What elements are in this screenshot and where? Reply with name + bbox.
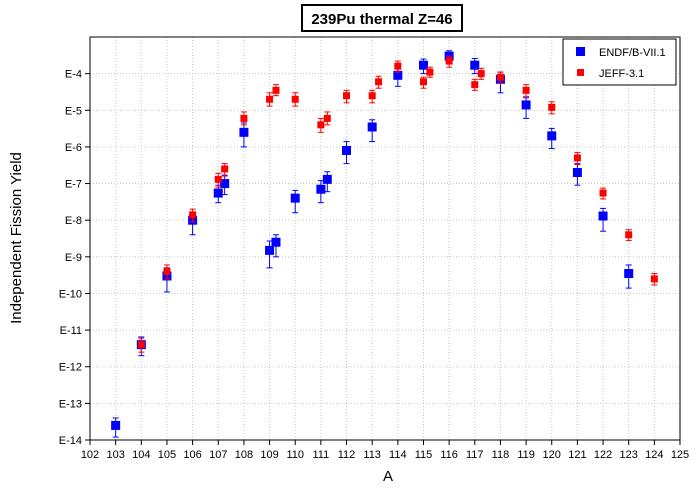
x-tick-label: 123: [620, 449, 638, 461]
chart-title-box: 239Pu thermal Z=46: [301, 4, 463, 32]
data-point: [521, 100, 531, 110]
y-tick-label: E-14: [59, 435, 82, 447]
data-point: [599, 189, 607, 197]
data-point: [239, 127, 249, 137]
series-jeff: [137, 55, 658, 353]
data-point: [343, 92, 351, 100]
x-tick-label: 114: [389, 449, 407, 461]
x-tick-label: 116: [440, 449, 458, 461]
legend-frame: [562, 38, 677, 86]
x-tick-label: 105: [158, 449, 176, 461]
y-tick-label: E-11: [60, 325, 82, 337]
data-point: [367, 122, 377, 132]
data-point: [214, 175, 222, 183]
data-point: [213, 188, 223, 198]
data-point: [573, 154, 581, 162]
x-tick-label: 108: [235, 449, 253, 461]
x-tick-label: 125: [671, 449, 689, 461]
data-point: [548, 103, 556, 111]
x-tick-label: 111: [313, 449, 330, 461]
data-point: [650, 275, 658, 283]
x-tick-label: 122: [594, 449, 612, 461]
data-point: [240, 114, 248, 122]
x-tick-label: 115: [415, 449, 433, 461]
data-point: [265, 245, 275, 255]
data-point: [375, 78, 383, 86]
x-tick-label: 117: [466, 449, 484, 461]
legend-label-endf: ENDF/B-VII.1: [599, 47, 666, 59]
y-tick-label: E-7: [65, 179, 82, 191]
series: [111, 50, 658, 438]
x-tick-label: 121: [568, 449, 586, 461]
x-tick-label: 112: [338, 449, 356, 461]
y-tick-label: E-10: [59, 288, 82, 300]
x-tick-label: 113: [363, 449, 381, 461]
data-point: [471, 81, 479, 89]
data-point: [625, 231, 633, 239]
x-tick-label: 119: [517, 449, 535, 461]
data-point: [322, 174, 332, 184]
x-tick-label: 124: [645, 449, 663, 461]
y-axis-label: Independent Fission Yield: [8, 152, 25, 324]
data-point: [271, 237, 281, 247]
data-point: [572, 168, 582, 178]
data-point: [290, 193, 300, 203]
chart-title-frame: [301, 4, 463, 32]
legend: ENDF/B-VII.1 JEFF-3.1: [562, 38, 677, 86]
y-tick-label: E-13: [59, 398, 82, 410]
data-point: [189, 211, 197, 219]
data-point: [316, 184, 326, 194]
x-tick-label: 110: [286, 449, 304, 461]
y-tick-label: E-12: [59, 362, 82, 374]
data-point: [419, 78, 427, 86]
chart-title: 239Pu thermal Z=46: [311, 11, 452, 28]
y-tick-label: E-4: [65, 69, 82, 81]
data-point: [477, 70, 485, 78]
y-tick-label: E-8: [65, 215, 82, 227]
plot-frame: [89, 36, 681, 441]
data-point: [547, 131, 557, 141]
y-tick-label: E-5: [65, 105, 82, 117]
data-point: [445, 57, 453, 65]
y-axis: E-14 E-13 E-12 E-11 E-10 E-9 E-8 E-7 E-6 E-5 E-4: [59, 69, 90, 447]
data-point: [496, 73, 504, 81]
data-point: [624, 269, 634, 279]
data-point: [426, 68, 434, 76]
data-point: [220, 179, 230, 189]
data-point: [221, 165, 229, 173]
data-point: [266, 95, 274, 103]
data-point: [394, 62, 402, 70]
x-tick-label: 107: [209, 449, 227, 461]
x-axis: 102 103 104 105 106 107 108 109 110 111 112 113 114 1…: [81, 440, 689, 461]
legend-label-jeff: JEFF-3.1: [599, 68, 644, 80]
data-point: [342, 145, 352, 155]
x-tick-label: 103: [106, 449, 124, 461]
data-point: [111, 420, 121, 430]
x-tick-label: 120: [543, 449, 561, 461]
x-tick-label: 118: [492, 449, 510, 461]
x-tick-label: 109: [260, 449, 278, 461]
data-point: [598, 211, 608, 221]
data-point: [418, 60, 428, 70]
data-point: [393, 70, 403, 80]
x-tick-label: 104: [132, 449, 150, 461]
y-tick-label: E-9: [65, 252, 82, 264]
legend-marker-endf: [576, 47, 585, 56]
data-point: [291, 95, 299, 103]
y-tick-label: E-6: [65, 142, 82, 154]
data-point: [470, 60, 480, 70]
x-axis-label: A: [383, 468, 393, 485]
data-point: [323, 114, 331, 122]
data-point: [522, 86, 530, 94]
x-tick-label: 102: [81, 449, 99, 461]
data-point: [368, 92, 376, 100]
legend-marker-jeff: [577, 69, 584, 76]
data-point: [317, 121, 325, 129]
data-point: [137, 341, 145, 349]
data-point: [272, 86, 280, 94]
x-tick-label: 106: [183, 449, 201, 461]
data-point: [163, 267, 171, 275]
